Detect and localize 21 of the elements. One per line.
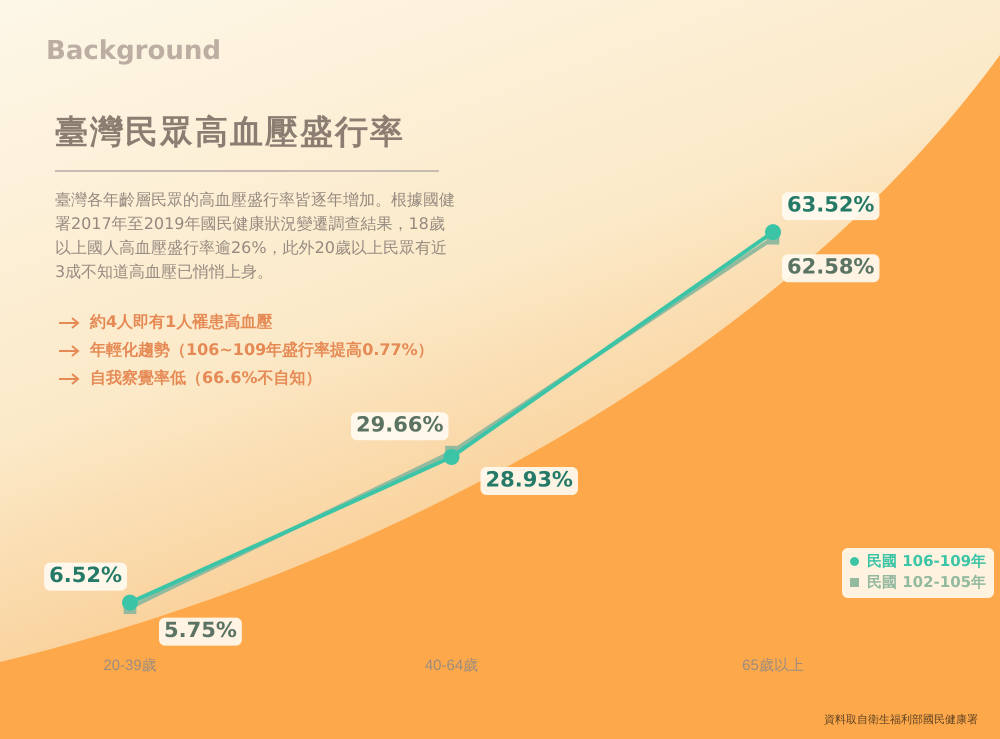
point	[444, 448, 460, 465]
text: Background	[46, 36, 221, 66]
data-label: 28.93%	[486, 467, 573, 492]
x-tick-label: 65歲以上	[742, 657, 804, 674]
data-label: 62.58%	[787, 254, 874, 279]
legend-label: 民國 106-109年	[867, 552, 986, 571]
annotation: 臺灣各年齡層民眾的高血壓盛行率皆逐年增加。根據國健署2017年至2019年國民健康狀況變遷調查結果，18歲以上國人高血壓盛行率逾26%，此外20歲以上民眾有近3成不知道高血壓已悄悄上身。	[55, 189, 455, 283]
annotation: 自我察覺率低（66.6%不自知）	[90, 368, 322, 389]
annotation: 年輕化趨勢（106~109年盛行率提高0.77%）	[90, 340, 434, 361]
data-label: 63.52%	[787, 192, 874, 217]
point	[122, 594, 138, 611]
point	[765, 224, 781, 240]
text: 資料取自衛生福利部國民健康署	[824, 712, 978, 727]
annotation: 約4人即有1人罹患高血壓	[90, 312, 272, 333]
chart-title: 臺灣民眾高血壓盛行率	[55, 111, 405, 153]
data-label: 29.66%	[356, 412, 444, 437]
data-label: 6.52%	[49, 563, 122, 588]
x-tick-label: 20-39歲	[103, 657, 157, 674]
legend-label: 民國 102-105年	[867, 573, 986, 592]
x-tick-label: 40-64歲	[424, 657, 478, 674]
data-label: 5.75%	[164, 618, 237, 642]
